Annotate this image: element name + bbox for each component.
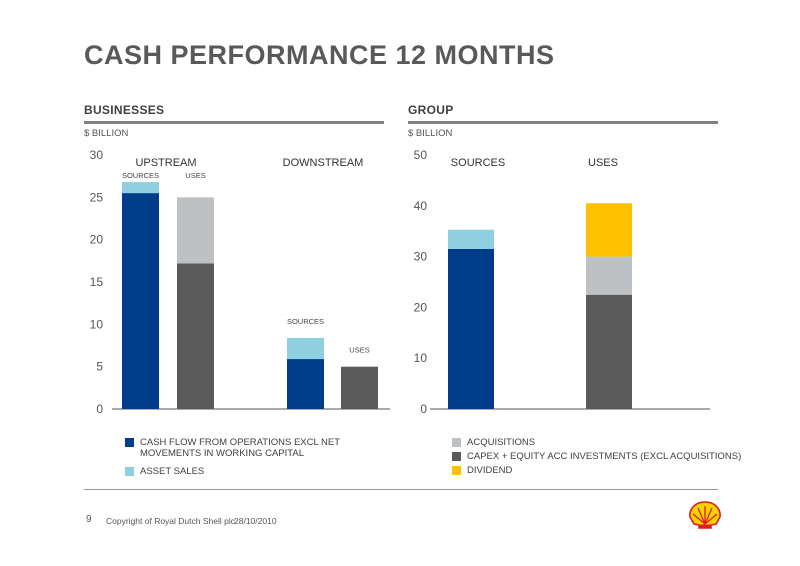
businesses-upstream-bar-uses-capex-equity-acc-investments-excl-acquisitions xyxy=(177,263,214,409)
legend-swatch-capex xyxy=(452,452,461,461)
businesses-y-tick-label: 20 xyxy=(90,233,104,247)
footer-copyright: Copyright of Royal Dutch Shell plc xyxy=(106,516,235,526)
businesses-y-tick-label: 10 xyxy=(90,317,104,331)
legend-label-cash-flow: CASH FLOW FROM OPERATIONS EXCL NET MOVEM… xyxy=(140,437,340,459)
group-title-rule xyxy=(408,121,718,124)
group-y-tick-label: 0 xyxy=(420,402,427,416)
businesses-y-tick-label: 25 xyxy=(90,190,104,204)
businesses-title-rule xyxy=(84,121,384,124)
businesses-upstream-bar-uses-acquisitions xyxy=(177,197,214,264)
legend-left: CASH FLOW FROM OPERATIONS EXCL NET MOVEM… xyxy=(125,437,385,477)
group-y-tick-label: 40 xyxy=(414,199,428,213)
legend-item-asset-sales: ASSET SALES xyxy=(125,466,385,477)
businesses-upstream-bar-label-sources: SOURCES xyxy=(122,171,159,180)
group-bar-sources-asset-sales xyxy=(448,229,494,249)
businesses-upstream-bar-sources-cash-flow-from-operations-excl-net-movements-in-working-capital xyxy=(122,193,159,409)
businesses-y-tick-label: 30 xyxy=(90,148,104,162)
businesses-group-label-downstream: DOWNSTREAM xyxy=(283,157,364,169)
businesses-group-label-upstream: UPSTREAM xyxy=(135,157,196,169)
legend-swatch-asset-sales xyxy=(125,467,134,476)
legend-item-cash-flow: CASH FLOW FROM OPERATIONS EXCL NET MOVEM… xyxy=(125,437,385,459)
businesses-downstream-bar-label-uses: USES xyxy=(349,346,369,355)
group-y-tick-label: 10 xyxy=(414,351,428,365)
group-bar-label-uses: USES xyxy=(588,157,618,169)
footer-page-number: 9 xyxy=(86,514,92,525)
group-bar-uses-acquisitions xyxy=(586,256,632,295)
legend-label-capex: CAPEX + EQUITY ACC INVESTMENTS (EXCL ACQ… xyxy=(467,451,742,462)
legend-item-capex: CAPEX + EQUITY ACC INVESTMENTS (EXCL ACQ… xyxy=(452,451,752,462)
group-bar-label-sources: SOURCES xyxy=(451,157,505,169)
legend-item-acquisitions: ACQUISITIONS xyxy=(452,437,752,448)
group-y-tick-label: 30 xyxy=(414,250,428,264)
legend-swatch-cash-flow xyxy=(125,438,134,447)
group-bar-sources-cash-flow-from-operations-excl-net-movements-in-working-capital xyxy=(448,248,494,409)
businesses-upstream-bar-label-uses: USES xyxy=(185,171,205,180)
legend-label-asset-sales: ASSET SALES xyxy=(140,466,205,477)
businesses-downstream-bar-uses-capex-equity-acc-investments-excl-acquisitions xyxy=(341,366,378,409)
businesses-downstream-bar-label-sources: SOURCES xyxy=(287,317,324,326)
businesses-y-tick-label: 15 xyxy=(90,275,104,289)
legend-swatch-acquisitions xyxy=(452,438,461,447)
group-chart: 0 10 20 30 40 50 SOURCES USES xyxy=(414,148,710,416)
footer-date: 28/10/2010 xyxy=(234,516,277,526)
businesses-unit-label: $ BILLION xyxy=(84,128,129,139)
group-y-tick-label: 20 xyxy=(414,300,428,314)
shell-pecten-logo-icon xyxy=(689,501,721,529)
businesses-upstream-bar-sources-asset-sales xyxy=(122,182,159,194)
legend-label-acquisitions: ACQUISITIONS xyxy=(467,437,536,448)
businesses-y-tick-label: 0 xyxy=(96,402,103,416)
businesses-y-tick-label: 5 xyxy=(96,360,103,374)
businesses-chart: 0 5 10 15 20 25 30 UPSTREAM SOURCES USES DOWNSTREA… xyxy=(90,148,390,416)
legend-right: ACQUISITIONS CAPEX + EQUITY ACC INVESTME… xyxy=(452,437,752,476)
group-bar-uses-capex-equity-acc-investments-excl-acquisitions xyxy=(586,294,632,409)
businesses-panel-title: BUSINESSES xyxy=(84,103,165,117)
group-unit-label: $ BILLION xyxy=(408,128,453,139)
legend-label-dividend: DIVIDEND xyxy=(467,465,513,476)
businesses-downstream-bar-sources-cash-flow-from-operations-excl-net-movements-in-working-capital xyxy=(287,359,324,409)
legend-item-dividend: DIVIDEND xyxy=(452,465,752,476)
page-title: CASH PERFORMANCE 12 MONTHS xyxy=(84,40,555,70)
legend-swatch-dividend xyxy=(452,466,461,475)
group-panel-title: GROUP xyxy=(408,103,454,117)
footer-rule xyxy=(84,489,718,490)
group-y-tick-label: 50 xyxy=(414,148,428,162)
group-bar-uses-dividend xyxy=(586,203,632,257)
businesses-downstream-bar-sources-asset-sales xyxy=(287,337,324,360)
